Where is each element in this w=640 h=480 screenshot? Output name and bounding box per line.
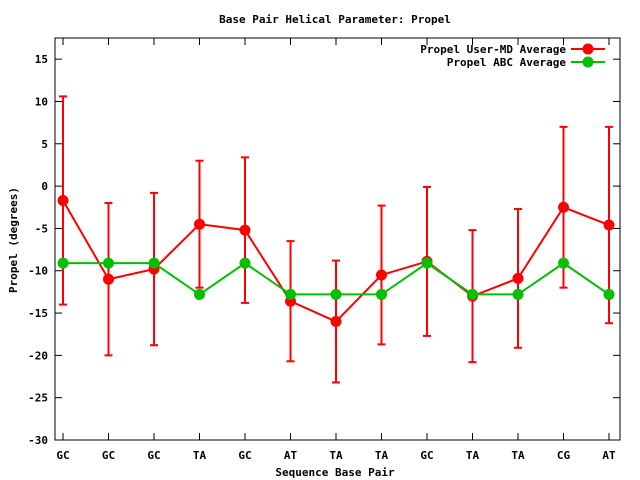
y-tick-label: 10 [35, 95, 48, 108]
data-point [148, 257, 160, 269]
data-point [421, 257, 433, 269]
chart-title: Base Pair Helical Parameter: Propel [219, 13, 451, 26]
x-tick-label: TA [375, 449, 389, 462]
x-tick-label: GC [420, 449, 433, 462]
y-tick-label: -25 [28, 392, 48, 405]
y-axis: 15 10 5 0 -5 -10 -15 -20 -25 -30 [28, 53, 620, 447]
legend-label: Propel User-MD Average [420, 43, 566, 56]
legend-marker [582, 43, 594, 55]
x-tick-label: GC [147, 449, 160, 462]
y-tick-label: -10 [28, 265, 48, 278]
y-tick-label: 15 [35, 53, 48, 66]
plot-frame [54, 37, 621, 441]
data-point [603, 288, 615, 300]
data-point [194, 218, 205, 230]
x-tick-label: AT [602, 449, 616, 462]
x-tick-label: GC [102, 449, 115, 462]
series-1 [57, 95, 615, 384]
x-tick-label: AT [284, 449, 298, 462]
x-tick-label: TA [329, 449, 343, 462]
y-tick-label: -5 [35, 222, 48, 235]
data-point [194, 288, 205, 300]
data-point [239, 257, 251, 269]
x-tick-label: TA [511, 449, 525, 462]
x-tick-label: GC [238, 449, 251, 462]
y-axis-label: Propel (degrees) [7, 187, 20, 293]
data-point [558, 201, 569, 213]
data-point [376, 288, 387, 300]
x-tick-label: GC [56, 449, 69, 462]
y-tick-label: 5 [41, 138, 48, 151]
y-tick-label: -20 [28, 349, 48, 362]
data-point [285, 288, 296, 300]
legend-label: Propel ABC Average [447, 56, 567, 69]
x-axis-label: Sequence Base Pair [275, 466, 395, 479]
x-tick-label: CG [557, 449, 571, 462]
data-point [376, 269, 387, 281]
data-point [57, 194, 69, 206]
y-tick-label: -15 [28, 307, 48, 320]
legend-marker [582, 56, 594, 68]
x-axis: GC GC GC TA GC AT TA TA GC TA TA CG AT [56, 38, 616, 462]
series-2 [57, 257, 615, 300]
data-point [603, 219, 615, 231]
data-point [330, 316, 342, 328]
data-point [57, 257, 69, 269]
y-tick-label: -30 [28, 434, 48, 447]
data-point [558, 257, 569, 269]
data-point [239, 224, 251, 236]
y-tick-label: 0 [41, 180, 48, 193]
data-point [512, 288, 524, 300]
data-point [467, 288, 478, 300]
data-point [103, 273, 114, 285]
data-point [512, 272, 524, 284]
x-tick-label: TA [193, 449, 207, 462]
x-tick-label: TA [466, 449, 480, 462]
data-point [330, 288, 342, 300]
series-layer [57, 95, 615, 384]
data-point [103, 257, 114, 269]
